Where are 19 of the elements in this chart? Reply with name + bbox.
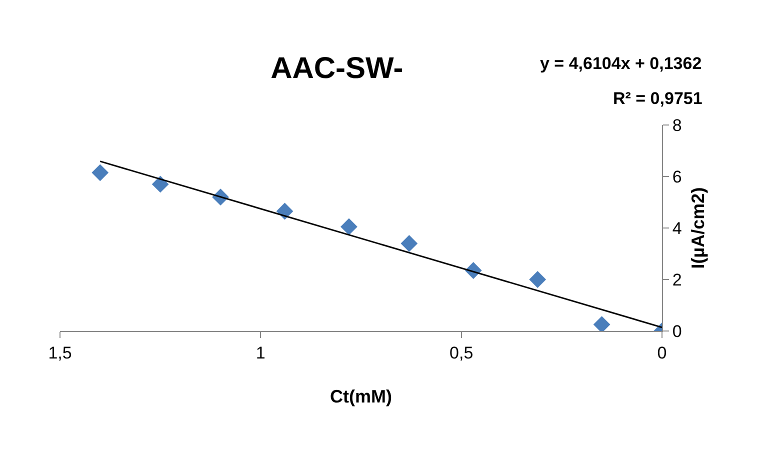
y-axis-title: I(µA/cm2) bbox=[688, 187, 708, 269]
y-tick-label: 0 bbox=[672, 322, 682, 341]
x-tick-label: 0,5 bbox=[450, 343, 474, 362]
text: y = 4,6104x + 0,1362 bbox=[540, 54, 702, 73]
y-tick-label: 4 bbox=[672, 218, 682, 238]
x-axis-title: Ct(mM) bbox=[330, 386, 392, 406]
text: R² = 0,9751 bbox=[613, 89, 702, 108]
point bbox=[529, 271, 546, 288]
y-tick-label: 6 bbox=[672, 167, 682, 186]
x-tick-label: 0 bbox=[657, 343, 667, 362]
point bbox=[152, 176, 169, 193]
chart-title: AAC-SW- bbox=[270, 52, 404, 85]
point bbox=[92, 164, 109, 182]
y-tick-label: 2 bbox=[672, 270, 682, 290]
y-tick-label: 8 bbox=[672, 116, 682, 135]
point bbox=[400, 235, 418, 252]
x-tick-label: 1,5 bbox=[48, 343, 72, 362]
point bbox=[340, 218, 358, 236]
x-tick-label: 1 bbox=[256, 343, 266, 362]
